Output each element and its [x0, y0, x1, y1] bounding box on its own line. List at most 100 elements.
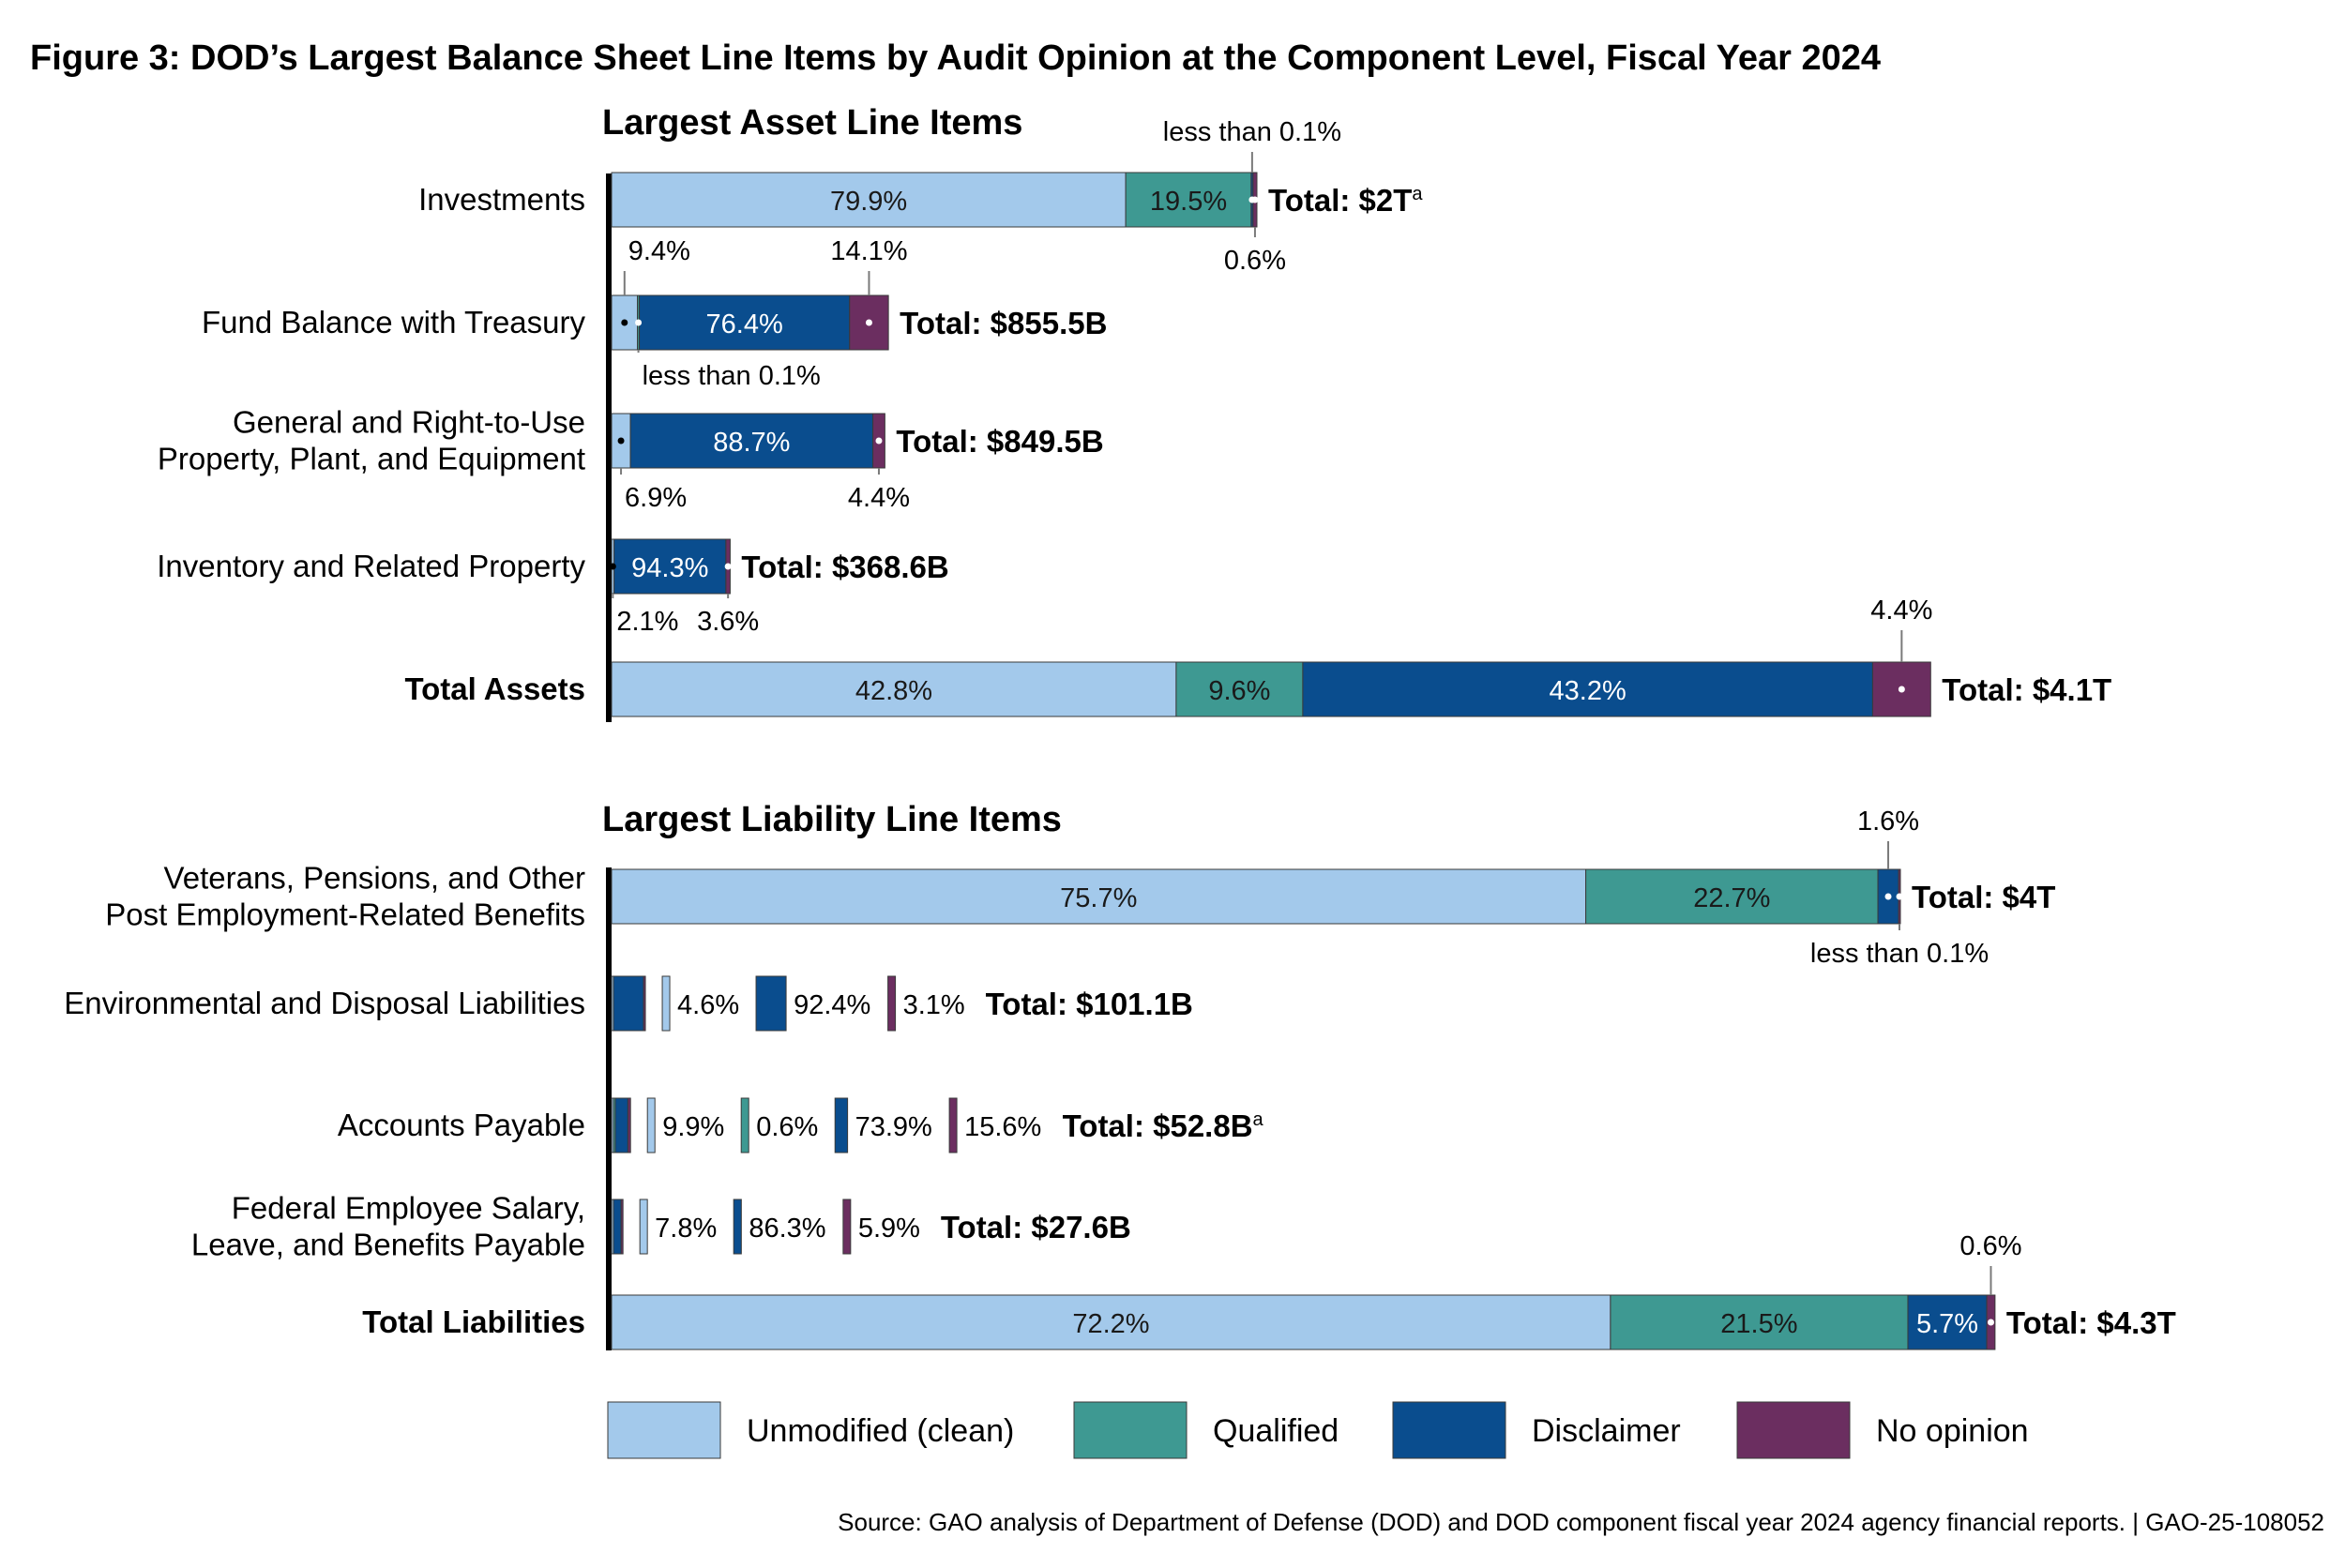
- bar-segment-qualified: [1125, 172, 1252, 228]
- segment-label: 79.9%: [830, 187, 907, 217]
- bar-segment-qualified: [1175, 661, 1304, 717]
- bar-segment-no_opinion: [643, 975, 646, 1032]
- callout-dot: [875, 437, 883, 445]
- category-label: Federal Employee Salary, Leave, and Benef…: [191, 1191, 585, 1262]
- total-label: Total: $52.8Ba: [1063, 1108, 1264, 1143]
- split-segment-no_opinion: [887, 975, 897, 1032]
- bar-segment-no_opinion: [620, 1199, 624, 1255]
- segment-label: 86.3%: [749, 1214, 825, 1244]
- legend-swatch: [1392, 1401, 1506, 1459]
- callout-dot: [1251, 196, 1259, 204]
- total-label: Total: $849.5B: [896, 424, 1103, 459]
- legend-item-no-opinion: No opinion: [1736, 1401, 2029, 1459]
- segment-label: 9.9%: [662, 1112, 724, 1142]
- category-label: Inventory and Related Property: [157, 549, 585, 583]
- legend-label: Qualified: [1213, 1413, 1339, 1449]
- segment-label: 92.4%: [794, 990, 870, 1020]
- total-label: Total: $855.5B: [900, 306, 1107, 340]
- legend-swatch: [1073, 1401, 1188, 1459]
- legend-label: Unmodified (clean): [747, 1413, 1014, 1449]
- bar-segment-unmodified: [611, 868, 1587, 925]
- split-segment-unmodified: [646, 1097, 656, 1153]
- category-label: Environmental and Disposal Liabilities: [64, 986, 585, 1020]
- total-label: Total: $4.3T: [2006, 1305, 2176, 1340]
- bar-segment-disclaimer: [1302, 661, 1873, 717]
- segment-label: 0.6%: [756, 1112, 818, 1142]
- segment-label: 5.7%: [1916, 1309, 1978, 1339]
- total-label: Total: $27.6B: [941, 1210, 1131, 1244]
- callout-label: 14.1%: [830, 236, 907, 266]
- chart-title: Largest Asset Line Items: [602, 103, 1022, 143]
- figure-title: Figure 3: DOD’s Largest Balance Sheet Li…: [30, 38, 1881, 78]
- segment-label: 19.5%: [1150, 187, 1227, 217]
- split-segment-unmodified: [661, 975, 671, 1032]
- total-label: Total: $368.6B: [741, 550, 948, 584]
- bar-segment-disclaimer: [639, 294, 851, 351]
- callout-label: 0.6%: [1959, 1231, 2021, 1261]
- split-segment-no_opinion: [842, 1199, 852, 1255]
- segment-label: 76.4%: [706, 309, 783, 339]
- bar-segment-disclaimer: [1907, 1294, 1988, 1350]
- legend-item-qualified: Qualified: [1073, 1401, 1339, 1459]
- bar-row-total-liabilities: Total Liabilities 72.2% 21.5% 5.7% 0.6% Total…: [362, 1231, 2176, 1350]
- callout-label: 0.6%: [1224, 246, 1286, 276]
- bar-row-accounts-payable: Accounts Payable 9.9% 0.6% 73.9% 15.6% Total:…: [338, 1097, 1264, 1153]
- legend-swatch: [1736, 1401, 1851, 1459]
- segment-label: 22.7%: [1693, 883, 1770, 913]
- segment-label: 3.1%: [903, 990, 965, 1020]
- callout-dot: [1898, 686, 1905, 693]
- category-label: General and Right-to-Use Property, Plant,…: [158, 405, 585, 476]
- callout-label: 4.4%: [848, 483, 910, 513]
- segment-label: 15.6%: [964, 1112, 1041, 1142]
- bar-row-inventory-and-related-property: Inventory and Related Property 94.3% 2.1% 3…: [157, 538, 949, 637]
- segment-label: 73.9%: [855, 1112, 932, 1142]
- split-segment-qualified: [740, 1097, 749, 1153]
- category-label: Total Liabilities: [362, 1304, 585, 1339]
- bar-row-total-assets: Total Assets 42.8% 9.6% 43.2% 4.4% Total: $4.…: [404, 596, 2111, 717]
- legend-label: No opinion: [1876, 1413, 2029, 1449]
- category-label: Fund Balance with Treasury: [202, 305, 586, 339]
- bar-segment-disclaimer: [613, 1199, 622, 1255]
- bar-row-investments: Investments 79.9% 19.5% less than 0.1% 0.6% T…: [418, 117, 1423, 276]
- chart-title: Largest Liability Line Items: [602, 800, 1062, 839]
- segment-label: 21.5%: [1720, 1309, 1797, 1339]
- liabilities-chart: Largest Liability Line Items Veterans, Pe…: [64, 800, 2176, 1350]
- callout-label: 1.6%: [1857, 807, 1919, 837]
- bar-segment-qualified: [1585, 868, 1879, 925]
- split-segment-disclaimer: [733, 1199, 742, 1255]
- callout-label: 4.4%: [1870, 596, 1932, 626]
- bar-segment-qualified: [1610, 1294, 1909, 1350]
- segment-label: 42.8%: [855, 676, 932, 706]
- callout-dot: [1884, 893, 1892, 900]
- legend-swatch: [607, 1401, 721, 1459]
- callout-dot: [865, 319, 872, 326]
- source-note: Source: GAO analysis of Department of De…: [838, 1508, 2324, 1536]
- bar-segment-disclaimer: [614, 1097, 628, 1153]
- segment-label: 5.9%: [858, 1214, 920, 1244]
- total-label: Total: $4.1T: [1942, 672, 2111, 707]
- callout-label: 2.1%: [616, 607, 678, 637]
- segment-label: 7.8%: [655, 1214, 717, 1244]
- segment-label: 94.3%: [631, 553, 708, 583]
- callout-label: 6.9%: [625, 483, 687, 513]
- legend: Unmodified (clean) Qualified Disclaimer No …: [607, 1401, 2029, 1459]
- segment-label: 88.7%: [713, 428, 790, 458]
- total-label: Total: $4T: [1912, 880, 2055, 914]
- bar-segment-unmodified: [611, 172, 1127, 228]
- segment-label: 75.7%: [1060, 883, 1137, 913]
- bar-segment-disclaimer: [613, 975, 644, 1032]
- callout-dot: [609, 563, 616, 570]
- callout-dot: [621, 319, 628, 326]
- callout-dot: [1987, 1319, 1994, 1326]
- callout-dot: [617, 437, 625, 445]
- callout-label: less than 0.1%: [1810, 939, 1989, 969]
- bar-row-federal-employee-salary-leave-and-benefits-payable: Federal Employee Salary, Leave, and Benef…: [191, 1191, 1131, 1262]
- bar-segment-unmodified: [611, 661, 1177, 717]
- category-label: Accounts Payable: [338, 1108, 585, 1142]
- split-segment-no_opinion: [948, 1097, 958, 1153]
- bar-row-general-and-right-to-use-property-plant-and-equipment: General and Right-to-Use Property, Plant,…: [158, 405, 1104, 514]
- legend-label: Disclaimer: [1532, 1413, 1681, 1449]
- callout-dot: [1896, 893, 1903, 900]
